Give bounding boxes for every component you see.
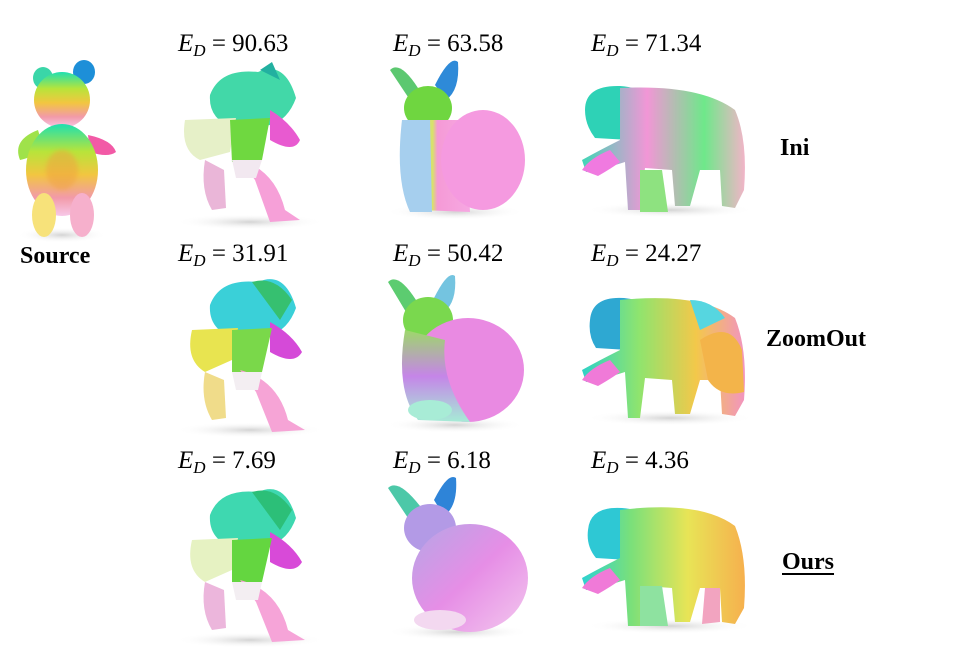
- error-label-zoomout-figure: ED = 31.91: [178, 240, 289, 270]
- method-label-zoomout: ZoomOut: [766, 326, 867, 352]
- error-label-zoomout-bear: ED = 24.27: [591, 240, 702, 270]
- error-label-ours-bear: ED = 4.36: [591, 447, 689, 477]
- error-label-ours-figure: ED = 7.69: [178, 447, 276, 477]
- ini-rabbit-shape: [385, 60, 525, 220]
- error-label-zoomout-rabbit: ED = 50.42: [393, 240, 504, 270]
- zoomout-rabbit-shape: [385, 274, 525, 433]
- error-label-ini-bear: ED = 71.34: [591, 30, 702, 60]
- error-label-ini-rabbit: ED = 63.58: [393, 30, 504, 60]
- error-label-ours-rabbit: ED = 6.18: [393, 447, 491, 477]
- ours-bear-shape: [582, 507, 755, 634]
- method-label-ini: Ini: [780, 135, 810, 161]
- ini-bear-shape: [582, 85, 755, 218]
- zoomout-bear-shape: [582, 297, 755, 426]
- ours-figure-shape: [175, 489, 325, 648]
- method-label-ours: Ours: [782, 549, 835, 575]
- ours-rabbit-shape: [386, 476, 530, 640]
- ini-figure-shape: [175, 62, 325, 230]
- source-teddy-shape: [17, 60, 116, 243]
- source-label: Source: [20, 243, 91, 269]
- zoomout-figure-shape: [175, 279, 325, 438]
- error-label-ini-figure: ED = 90.63: [178, 30, 289, 60]
